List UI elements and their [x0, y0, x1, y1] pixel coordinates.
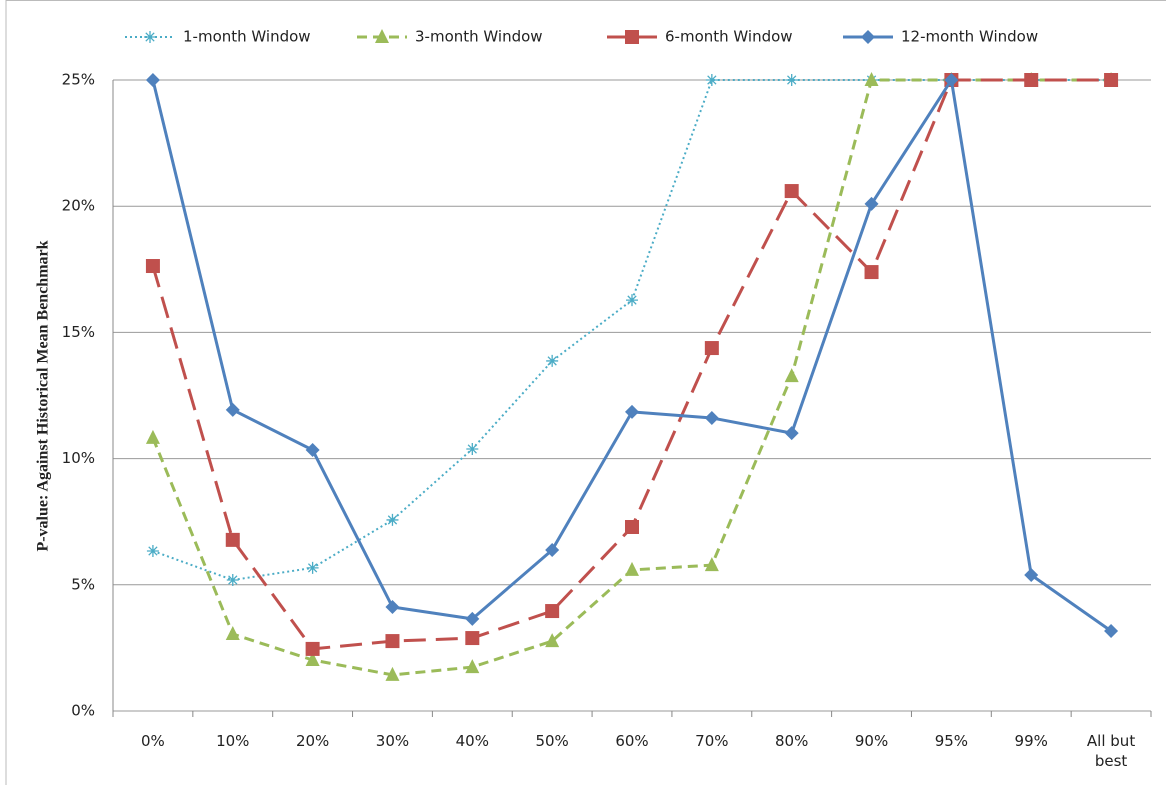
legend-marker: [375, 29, 389, 43]
y-tick-label: 25%: [62, 71, 95, 89]
y-tick-label: 10%: [62, 449, 95, 467]
data-point: [385, 634, 400, 649]
data-point: [305, 641, 320, 656]
legend-marker: [861, 30, 875, 44]
data-point: [386, 513, 399, 526]
x-tick-label: 90%: [854, 732, 889, 750]
data-point: [704, 410, 719, 425]
x-tick-label: 0%: [141, 732, 165, 750]
data-point: [864, 72, 879, 86]
data-point: [465, 631, 480, 646]
legend-label: 12-month Window: [901, 28, 1038, 46]
data-point: [704, 341, 719, 356]
y-tick-label: 20%: [62, 197, 95, 215]
x-tick-label: 30%: [375, 732, 410, 750]
data-point: [146, 544, 159, 557]
legend-label: 3-month Window: [415, 28, 543, 46]
x-tick-label: 99%: [1014, 732, 1048, 750]
y-tick-label: 0%: [71, 702, 95, 720]
data-point: [546, 354, 559, 367]
data-point: [1104, 73, 1119, 87]
data-point: [145, 429, 160, 444]
data-point: [1104, 623, 1119, 638]
data-point: [705, 74, 718, 86]
data-point: [785, 74, 798, 86]
x-tick-label: 10%: [216, 732, 250, 750]
data-point: [626, 294, 638, 307]
series-line: [151, 78, 1112, 677]
x-tick-label: 20%: [295, 732, 330, 750]
legend-marker: [144, 31, 156, 43]
x-tick-label: 60%: [615, 732, 649, 750]
data-point: [465, 659, 480, 674]
data-point: [625, 404, 639, 419]
data-point: [385, 600, 400, 615]
data-point: [625, 561, 639, 576]
legend-label: 6-month Window: [665, 28, 793, 46]
data-point: [944, 73, 959, 87]
data-point: [864, 196, 879, 211]
legend-marker: [625, 30, 639, 44]
data-point: [225, 532, 240, 547]
x-tick-label: All but best: [1086, 732, 1136, 770]
series-line: [151, 75, 1112, 633]
data-point: [306, 561, 319, 574]
legend-label: 1-month Window: [183, 28, 311, 46]
data-point: [545, 604, 560, 619]
data-point: [465, 611, 480, 626]
data-point: [545, 542, 560, 557]
series-line: [152, 79, 1112, 582]
x-tick-label: 70%: [695, 732, 729, 750]
data-point: [226, 574, 239, 587]
data-point: [784, 368, 799, 383]
data-point: [784, 184, 799, 199]
data-point: [1024, 73, 1039, 87]
data-point: [385, 666, 400, 681]
chart-frame: [5, 0, 1166, 785]
data-point: [704, 557, 719, 572]
y-tick-label: 15%: [62, 323, 95, 341]
y-axis-label: P-value: Against Historical Mean Benchma…: [35, 240, 52, 551]
data-point: [466, 443, 479, 456]
data-point: [225, 402, 240, 417]
data-point: [784, 426, 799, 441]
y-tick-label: 5%: [71, 575, 95, 593]
data-point: [625, 520, 639, 535]
data-point: [145, 259, 160, 274]
data-point: [545, 633, 560, 648]
data-point: [305, 443, 320, 458]
data-point: [225, 626, 240, 641]
x-tick-label: 80%: [775, 732, 809, 750]
data-point: [1024, 567, 1039, 582]
x-tick-label: 50%: [535, 732, 569, 750]
data-point: [864, 265, 879, 280]
data-point: [305, 652, 320, 667]
x-tick-label: 95%: [934, 732, 969, 750]
x-tick-label: 40%: [455, 732, 489, 750]
data-point: [145, 73, 160, 87]
